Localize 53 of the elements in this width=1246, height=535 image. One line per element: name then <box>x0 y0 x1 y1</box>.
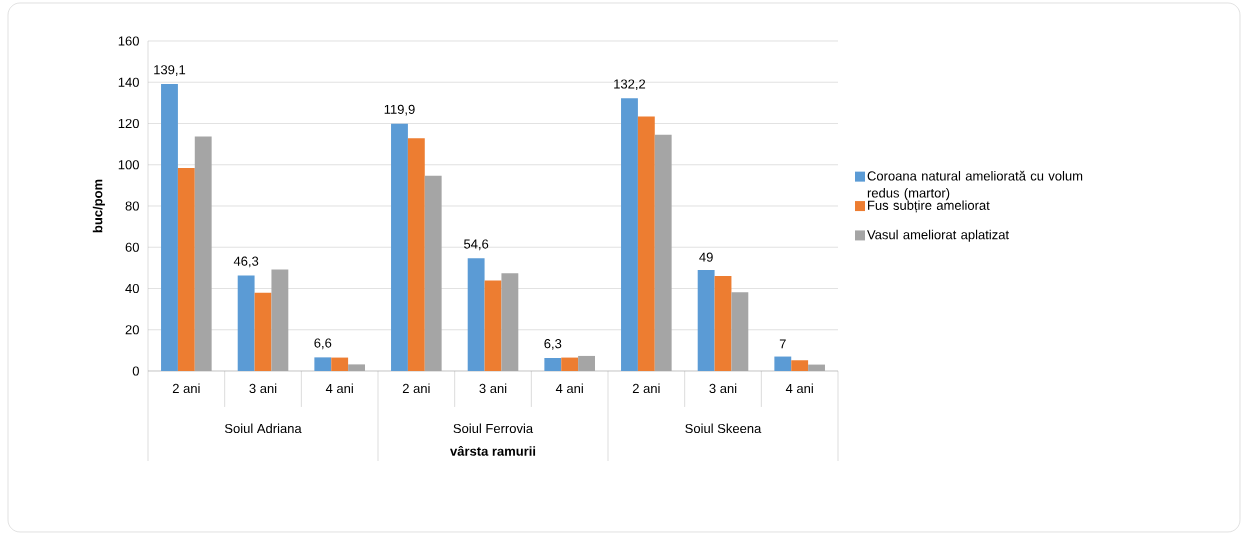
y-tick-label: 160 <box>118 36 139 46</box>
y-tick-label: 120 <box>118 118 139 129</box>
x-tick-label: 2 ani <box>632 383 660 394</box>
bar <box>161 84 178 371</box>
x-tick-label: 2 ani <box>172 383 200 394</box>
data-label: 139,1 <box>154 65 186 76</box>
y-tick-label: 80 <box>125 201 139 211</box>
y-axis-title: buc/pom <box>92 179 105 233</box>
bar <box>407 138 425 371</box>
bar <box>697 269 715 371</box>
text: Soiul Ferrovia <box>453 423 534 434</box>
bar <box>774 356 792 371</box>
y-tick-label: 0 <box>132 366 139 376</box>
text: Soiul Skeena <box>685 423 762 434</box>
legend-label: Vasul ameliorat aplatizat <box>867 229 1009 242</box>
x-tick-label: 4 ani <box>555 383 583 394</box>
text: Soiul Adriana <box>224 423 302 434</box>
bar <box>791 360 809 371</box>
data-label: 54,6 <box>464 239 489 251</box>
y-tick-label: 100 <box>118 160 139 170</box>
data-label: 132,2 <box>614 79 646 91</box>
bar <box>314 357 332 371</box>
data-label: 7 <box>779 339 786 349</box>
bar <box>331 357 349 371</box>
data-label: 6,3 <box>544 339 562 350</box>
y-tick-label: 60 <box>125 242 139 252</box>
bar <box>177 168 195 371</box>
legend-label: Coroana natural ameliorată cu volum redus (martor) <box>867 170 1083 201</box>
y-tick-label: 140 <box>118 77 139 87</box>
x-axis-title: vârsta ramurii <box>450 445 536 456</box>
x-tick-label: 2 ani <box>402 383 430 394</box>
bar <box>254 292 272 371</box>
bar <box>544 357 562 371</box>
data-label: 6,6 <box>314 338 332 350</box>
bar <box>714 276 732 371</box>
data-label: 119,9 <box>384 104 415 116</box>
legend-label: Fus subțire ameliorat <box>868 200 990 213</box>
bar <box>391 123 408 371</box>
data-label: 49 <box>699 252 713 262</box>
x-tick-label: 3 ani <box>709 383 737 394</box>
bar <box>484 280 502 371</box>
y-tick-label: 40 <box>125 283 139 294</box>
x-tick-label: 3 ani <box>249 383 277 394</box>
bar <box>561 357 579 371</box>
y-tick-label: 20 <box>125 325 139 335</box>
bar <box>621 98 638 371</box>
x-tick-label: 4 ani <box>785 383 813 394</box>
bar <box>237 275 255 371</box>
x-tick-label: 3 ani <box>479 383 507 394</box>
data-label: 46,3 <box>233 256 259 268</box>
bar <box>637 116 655 371</box>
bar <box>467 258 485 371</box>
x-tick-label: 4 ani <box>325 383 353 394</box>
